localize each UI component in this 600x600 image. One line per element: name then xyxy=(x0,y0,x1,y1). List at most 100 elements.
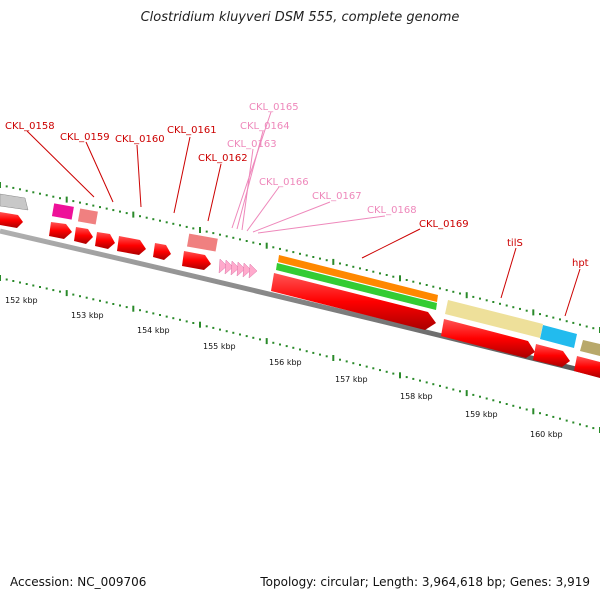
feature-pink-1[interactable] xyxy=(77,208,98,225)
minor-tick xyxy=(479,395,481,398)
minor-tick xyxy=(259,243,261,246)
minor-tick xyxy=(359,267,361,270)
minor-tick xyxy=(512,404,515,407)
feature-gray[interactable] xyxy=(0,193,29,211)
minor-tick xyxy=(99,206,101,209)
gene-label-ckl-0167[interactable]: CKL_0167 xyxy=(312,191,362,202)
gene-label-ckl-0165[interactable]: CKL_0165 xyxy=(249,102,299,113)
minor-tick xyxy=(485,397,488,400)
feature-olive[interactable] xyxy=(580,340,600,356)
kbp-label-157: 157 kbp xyxy=(335,375,368,384)
outer-tick-track xyxy=(0,182,600,333)
minor-tick xyxy=(292,346,295,349)
minor-tick xyxy=(419,379,421,382)
major-tick xyxy=(532,408,535,415)
minor-tick xyxy=(512,306,515,309)
minor-tick xyxy=(445,289,448,292)
minor-tick xyxy=(592,327,595,330)
minor-tick xyxy=(319,353,321,356)
kbp-label-158: 158 kbp xyxy=(400,392,433,401)
gene-label-tils[interactable]: tilS xyxy=(507,238,523,249)
gene-label-hpt[interactable]: hpt xyxy=(572,258,589,269)
minor-tick xyxy=(412,377,415,380)
minor-tick xyxy=(252,336,255,339)
minor-tick xyxy=(159,314,161,316)
feature-red-3[interactable] xyxy=(95,232,115,249)
minor-tick xyxy=(325,259,328,262)
feature-red-7[interactable] xyxy=(271,273,436,330)
gene-label-ckl-0168[interactable]: CKL_0168 xyxy=(367,205,417,216)
minor-tick xyxy=(559,417,561,420)
minor-tick xyxy=(359,363,361,366)
minor-tick xyxy=(439,384,441,387)
minor-tick xyxy=(472,295,475,298)
minor-tick xyxy=(565,320,568,323)
feature-green[interactable] xyxy=(276,263,437,310)
minor-tick xyxy=(245,240,248,242)
minor-tick xyxy=(139,309,141,312)
minor-tick xyxy=(179,224,181,227)
leader-lines xyxy=(26,111,581,317)
minor-tick xyxy=(432,383,435,386)
gene-label-ckl-0169[interactable]: CKL_0169 xyxy=(419,219,469,230)
minor-tick xyxy=(499,401,501,404)
feature-orange[interactable] xyxy=(278,255,438,302)
minor-tick xyxy=(119,304,121,307)
minor-tick xyxy=(299,252,301,255)
gene-label-ckl-0162[interactable]: CKL_0162 xyxy=(198,153,248,164)
feature-red-10[interactable] xyxy=(574,356,600,378)
minor-tick xyxy=(365,365,368,368)
gene-label-ckl-0161[interactable]: CKL_0161 xyxy=(167,125,217,136)
feature-tils[interactable] xyxy=(445,300,543,338)
feature-magenta[interactable] xyxy=(51,203,74,220)
kbp-label-155: 155 kbp xyxy=(203,342,236,351)
minor-tick xyxy=(325,355,328,358)
minor-tick xyxy=(5,278,8,281)
minor-tick xyxy=(252,241,255,244)
feature-red-4[interactable] xyxy=(117,236,146,255)
major-tick xyxy=(65,196,68,203)
minor-tick xyxy=(312,351,315,354)
feature-pink-2[interactable] xyxy=(186,233,218,252)
minor-tick xyxy=(445,386,448,389)
minor-tick xyxy=(345,360,348,363)
feature-red-8[interactable] xyxy=(441,319,535,358)
minor-tick xyxy=(425,381,428,384)
minor-tick xyxy=(279,343,281,346)
minor-tick xyxy=(385,274,388,276)
trna-cluster xyxy=(218,258,258,279)
minor-tick xyxy=(12,280,15,282)
feature-red-1[interactable] xyxy=(49,222,72,239)
minor-tick xyxy=(25,189,28,192)
minor-tick xyxy=(172,317,175,320)
minor-tick xyxy=(339,358,341,361)
minor-tick xyxy=(365,269,368,271)
feature-red-6[interactable] xyxy=(182,251,211,270)
feature-red-5[interactable] xyxy=(153,243,171,260)
minor-tick xyxy=(79,201,81,204)
major-tick xyxy=(65,290,68,297)
minor-tick xyxy=(459,390,461,393)
minor-tick xyxy=(92,298,95,301)
kbp-label-152: 152 kbp xyxy=(5,296,38,305)
minor-tick xyxy=(372,270,375,273)
minor-tick xyxy=(279,247,281,250)
minor-tick xyxy=(225,330,228,333)
feature-red-9[interactable] xyxy=(533,344,570,367)
gene-label-ckl-0164[interactable]: CKL_0164 xyxy=(240,121,290,132)
gene-label-ckl-0166[interactable]: CKL_0166 xyxy=(259,177,309,188)
feature-red-0[interactable] xyxy=(0,212,23,228)
feature-hpt[interactable] xyxy=(540,325,577,348)
gene-label-ckl-0163[interactable]: CKL_0163 xyxy=(227,139,277,150)
gene-label-ckl-0158[interactable]: CKL_0158 xyxy=(5,121,55,132)
feature-red-2[interactable] xyxy=(74,227,93,244)
gene-label-ckl-0159[interactable]: CKL_0159 xyxy=(60,132,110,143)
minor-tick xyxy=(32,284,35,287)
minor-tick xyxy=(485,299,488,302)
minor-tick xyxy=(405,279,408,281)
minor-tick xyxy=(492,301,495,303)
gene-label-ckl-0160[interactable]: CKL_0160 xyxy=(115,134,165,145)
minor-tick xyxy=(25,283,28,285)
minor-tick xyxy=(19,281,21,284)
minor-tick xyxy=(505,403,508,405)
